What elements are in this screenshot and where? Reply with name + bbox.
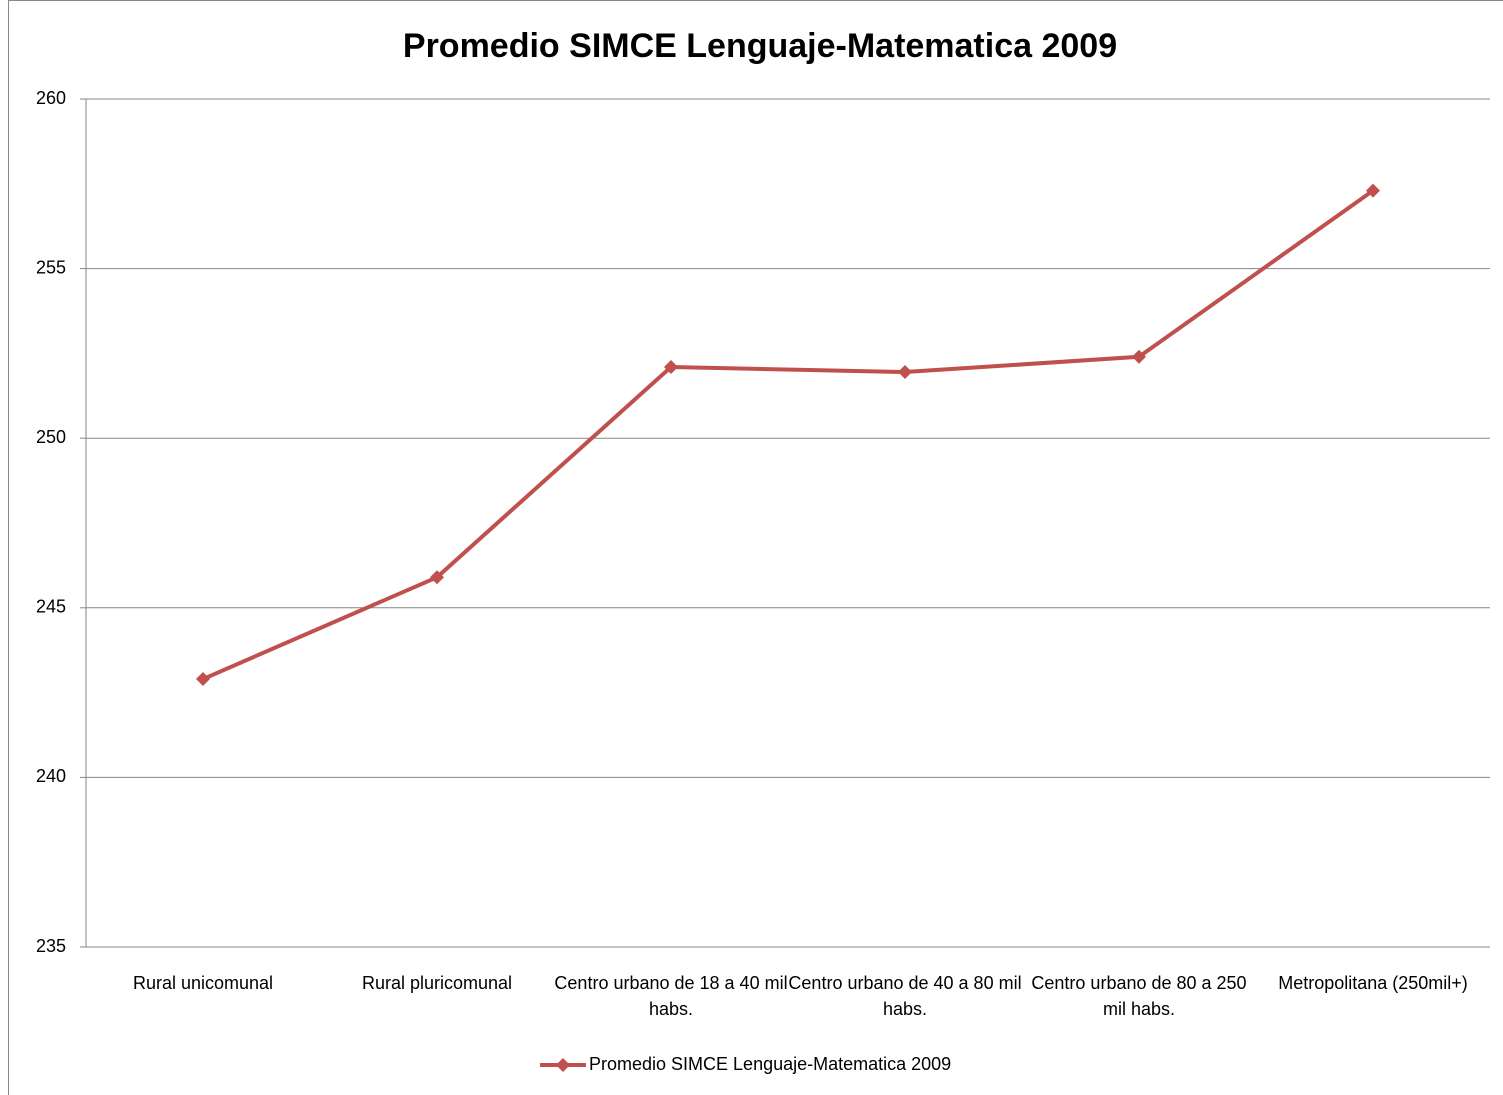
y-tick-label: 250 — [36, 427, 66, 447]
x-tick-label: Rural pluricomunal — [361, 973, 513, 993]
data-point — [664, 359, 678, 374]
data-point — [1366, 183, 1380, 198]
y-tick-label: 240 — [36, 766, 66, 786]
chart-title: Promedio SIMCE Lenguaje-Matematica 2009 — [403, 27, 1117, 65]
y-tick-label: 235 — [36, 936, 66, 956]
x-tick-label: Metropolitana (250mil+) — [1278, 973, 1468, 993]
data-point — [898, 365, 912, 380]
x-tick-label: Centro urbano de 80 a 250 mil habs. — [1031, 973, 1247, 1019]
y-tick-label: 245 — [36, 597, 66, 617]
data-point — [1132, 349, 1146, 364]
chart-border — [8, 0, 1503, 1095]
y-tick-label: 260 — [36, 88, 66, 108]
legend-marker — [556, 1058, 570, 1072]
y-tick-label: 255 — [36, 257, 66, 277]
data-point — [196, 672, 210, 687]
legend-label: Promedio SIMCE Lenguaje-Matematica 2009 — [589, 1054, 951, 1074]
series-line — [202, 188, 1375, 681]
x-tick-label: Rural unicomunal — [132, 973, 274, 993]
data-point — [430, 570, 444, 585]
x-tick-label: Centro urbano de 18 a 40 mil habs. — [554, 973, 788, 1019]
x-tick-label: Centro urbano de 40 a 80 mil habs. — [788, 973, 1022, 1019]
